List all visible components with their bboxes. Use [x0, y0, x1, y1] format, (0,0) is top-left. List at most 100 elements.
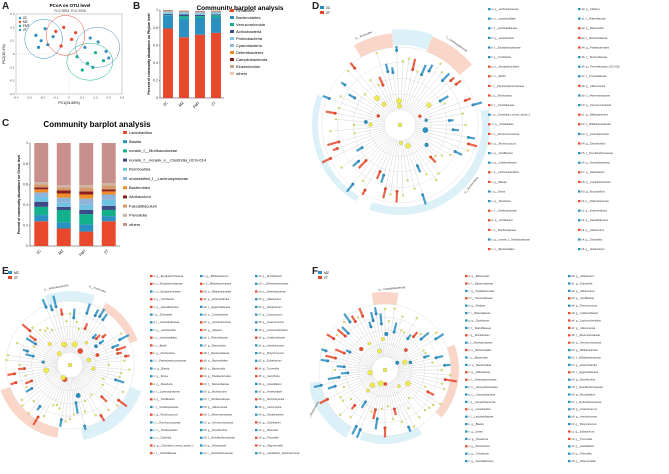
cladogram-e-taxa-label: e2: g__Rikenella	[259, 428, 279, 432]
cladogram-e-node	[116, 404, 119, 407]
claddogram-d-taxa-label: h: c__Bacilli	[492, 74, 506, 78]
cladogram-e-taxa-swatch	[255, 359, 258, 362]
claddogram-d-inner-node	[396, 98, 402, 104]
pcoa-xlabel: PC1(24.65%)	[58, 101, 80, 105]
claddogram-d-taxa-swatch	[578, 200, 581, 203]
claddogram-d-taxa-label: v: f__Oscillospiraceae	[492, 209, 518, 213]
claddogram-d-branch	[329, 98, 386, 120]
cladogram-e-taxa-swatch	[255, 375, 258, 378]
cladogram-e-inner-node	[43, 367, 50, 374]
phylum-legend-label: Proteobacteria	[236, 36, 263, 41]
cladogram-e-taxa-label: c8: g__Anaerotruncus	[259, 320, 285, 324]
cladogram-e-inner-node	[94, 344, 98, 349]
cladogram-f-branch	[375, 313, 384, 357]
cladogram-e-taxa-label: b3: g__Muribaculum	[204, 390, 228, 394]
cladogram-e-taxa-label: w: g__Clostridium_sensu_stricto_1	[154, 443, 195, 447]
claddogram-d-taxa-swatch	[488, 209, 491, 212]
claddogram-d-node	[425, 173, 428, 176]
cladogram-f-branch	[389, 330, 402, 358]
claddogram-d-branch	[352, 137, 391, 185]
claddogram-d-taxa-label: u: g__Roseburia	[492, 199, 512, 203]
cladogram-f-branch	[336, 335, 375, 363]
cladogram-f-branch	[398, 365, 445, 370]
cladogram-f-node	[335, 334, 339, 337]
claddogram-d-lineage-wedge	[327, 140, 340, 147]
cladogram-f-clade-highlight	[310, 381, 352, 438]
cladogram-e-branch	[61, 314, 69, 353]
claddogram-d-node	[402, 194, 405, 197]
pcoa-ytick: -0.1	[9, 65, 15, 69]
claddogram-d-root-node	[397, 122, 403, 128]
claddogram-d-lineage-wedge	[464, 97, 472, 102]
cladogram-f-inner-node	[367, 342, 371, 346]
cladogram-f-lineage-wedge	[336, 365, 345, 368]
cladogram-f-node	[431, 361, 434, 364]
claddogram-d-branch	[413, 100, 441, 118]
claddogram-d-taxa-label: a8: g__Akkermansia	[582, 84, 606, 88]
genus-bar-segment	[79, 185, 94, 188]
cladogram-e-inner-node	[91, 366, 96, 371]
claddogram-d-taxa-swatch	[488, 171, 491, 174]
cladogram-f-node	[428, 406, 431, 409]
cladogram-e-lineage-wedge	[7, 372, 15, 376]
cladogram-e-branch	[27, 351, 58, 362]
cladogram-e-branch	[32, 327, 62, 357]
cladogram-f-taxa-swatch	[465, 334, 468, 337]
cladogram-e-branch	[33, 356, 58, 363]
cladogram-e-taxa-label: b0: c__Bacteroidia	[204, 366, 226, 370]
genus-legend-swatch	[123, 195, 127, 199]
cladogram-f-branch	[347, 370, 372, 374]
cladogram-e-branch	[31, 369, 59, 382]
cladogram-f-node	[424, 409, 427, 412]
genus-legend-label: Allobaculum	[129, 194, 151, 199]
claddogram-d-taxa-swatch	[488, 152, 491, 155]
claddogram-d-branch	[335, 119, 385, 124]
cladogram-f-taxa-swatch	[568, 326, 571, 329]
cladogram-e-lineage-wedge	[92, 333, 98, 339]
cladogram-f-node	[440, 368, 443, 372]
cladogram-f-lineage-wedge	[379, 313, 383, 324]
pcoa-point	[51, 35, 55, 39]
cladogram-f-branch	[396, 376, 441, 405]
pcoa-point	[70, 37, 74, 41]
claddogram-d-branch	[348, 70, 390, 114]
cladogram-e-taxa-label: c2: g__Mucispirillum	[259, 274, 283, 278]
phylum-bar-segment	[179, 12, 189, 15]
cladogram-f-taxa-swatch	[568, 437, 571, 440]
cladogram-e-lineage-wedge	[28, 334, 36, 341]
cladogram-e-taxa-label: c9: g__Lachnoclostridium	[259, 328, 288, 332]
cladogram-f-taxa-swatch	[465, 378, 468, 381]
phylum-bar-segment	[179, 11, 189, 13]
cladogram-e-lineage-wedge	[117, 399, 128, 408]
claddogram-d-branch	[407, 138, 427, 175]
cladogram-e-lineage-wedge	[52, 295, 58, 307]
claddogram-d-node	[434, 154, 437, 158]
cladogram-e-inner-node	[75, 393, 81, 398]
claddogram-d-node	[416, 70, 419, 73]
cladogram-e-node	[122, 390, 125, 394]
claddogram-d-taxa-label: k: f__Clostridiaceae	[492, 103, 515, 107]
claddogram-d-taxa-swatch	[578, 27, 581, 30]
cladogram-f-branch	[398, 370, 451, 376]
claddogram-d-lineage-wedge	[340, 81, 346, 86]
claddogram-d-lineage-wedge	[411, 58, 417, 70]
cladogram-f-taxa-swatch	[465, 371, 468, 374]
claddogram-d-node	[401, 60, 404, 63]
genus-ytick: 0.4	[23, 203, 28, 207]
cladogram-e-node	[77, 327, 80, 330]
claddogram-d-taxa-label: a: g__Lachnospiraceae	[492, 7, 520, 11]
cladogram-f-lineage-wedge	[340, 371, 348, 375]
genus-bar-segment	[34, 187, 49, 190]
cladogram-f-taxa-swatch	[568, 334, 571, 337]
claddogram-d-taxa-swatch	[488, 17, 491, 20]
cladogram-e-node	[44, 329, 47, 332]
claddogram-d-taxa-swatch	[488, 84, 491, 87]
cladogram-f-node	[342, 385, 345, 389]
cladogram-f-branch	[394, 379, 426, 411]
cladogram-f-branch	[342, 377, 375, 401]
claddogram-d-node	[443, 102, 446, 105]
cladogram-e-lineage-wedge	[10, 381, 17, 386]
genus-bar-segment	[101, 209, 116, 217]
phylum-bar-segment	[211, 17, 221, 33]
claddogram-d-taxa-label: n: f__Ruminococcaceae	[492, 132, 520, 136]
